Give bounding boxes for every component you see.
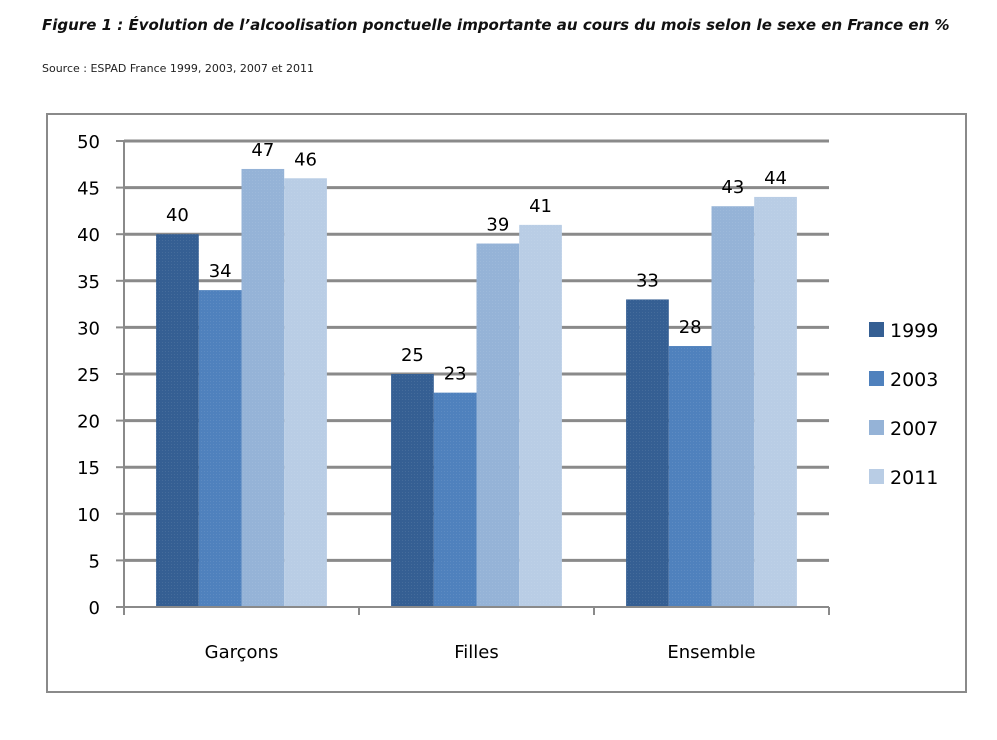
data-label: 43	[721, 177, 744, 198]
labels: 40 34 47 46 Garçons 25 23 39 41 Filles 33 28 43 44 Ens…	[166, 140, 787, 663]
chart-frame	[46, 113, 967, 693]
y-tick-label: 15	[77, 458, 100, 479]
data-label: 47	[251, 140, 274, 161]
bar-texture	[198, 290, 242, 607]
legend: 1999 2003 2007 2011	[869, 320, 938, 489]
axes: 0 5 10 15 20 25 30 35 40 45 50	[77, 132, 830, 619]
data-label: 46	[294, 149, 317, 170]
data-label: 34	[209, 261, 232, 282]
legend-label: 2003	[890, 369, 938, 391]
y-tick-label: 20	[77, 412, 100, 433]
bar-texture	[754, 196, 797, 608]
category-label: Ensemble	[667, 642, 755, 663]
data-label: 25	[401, 345, 424, 366]
data-label: 44	[764, 168, 787, 189]
legend-label: 2007	[890, 418, 938, 440]
bar-texture	[711, 206, 755, 608]
bar-texture	[433, 392, 477, 607]
data-label: 41	[529, 196, 552, 217]
bar-texture	[284, 178, 327, 607]
bar-texture	[519, 224, 562, 607]
y-tick-label: 0	[89, 598, 100, 619]
legend-swatch-1999	[869, 322, 884, 337]
category-label: Garçons	[205, 642, 279, 663]
legend-swatch-2003	[869, 371, 884, 386]
data-label: 28	[679, 317, 702, 338]
bar-texture	[156, 234, 199, 607]
y-tick-label: 30	[77, 318, 100, 339]
bar-texture	[241, 168, 285, 607]
bar-texture	[668, 346, 712, 607]
category-label: Filles	[454, 642, 499, 663]
y-tick-label: 35	[77, 272, 100, 293]
figure-source: Source : ESPAD France 1999, 2003, 2007 e…	[42, 62, 314, 75]
data-label: 33	[636, 270, 659, 291]
legend-label: 1999	[890, 320, 938, 342]
y-tick-label: 10	[77, 505, 100, 526]
data-label: 23	[444, 364, 467, 385]
y-tick-label: 45	[77, 179, 100, 200]
data-label: 39	[486, 215, 509, 236]
legend-swatch-2007	[869, 420, 884, 435]
data-label: 40	[166, 205, 189, 226]
y-tick-label: 40	[77, 225, 100, 246]
figure-title: Figure 1 : Évolution de l’alcoolisation …	[42, 16, 950, 34]
legend-label: 2011	[890, 467, 938, 489]
bar-texture	[626, 299, 669, 607]
y-tick-label: 50	[77, 132, 100, 153]
y-tick-label: 25	[77, 365, 100, 386]
bar-texture	[476, 243, 520, 607]
bars	[156, 168, 797, 608]
y-tick-label: 5	[89, 551, 100, 572]
bar-texture	[391, 374, 434, 607]
legend-swatch-2011	[869, 469, 884, 484]
